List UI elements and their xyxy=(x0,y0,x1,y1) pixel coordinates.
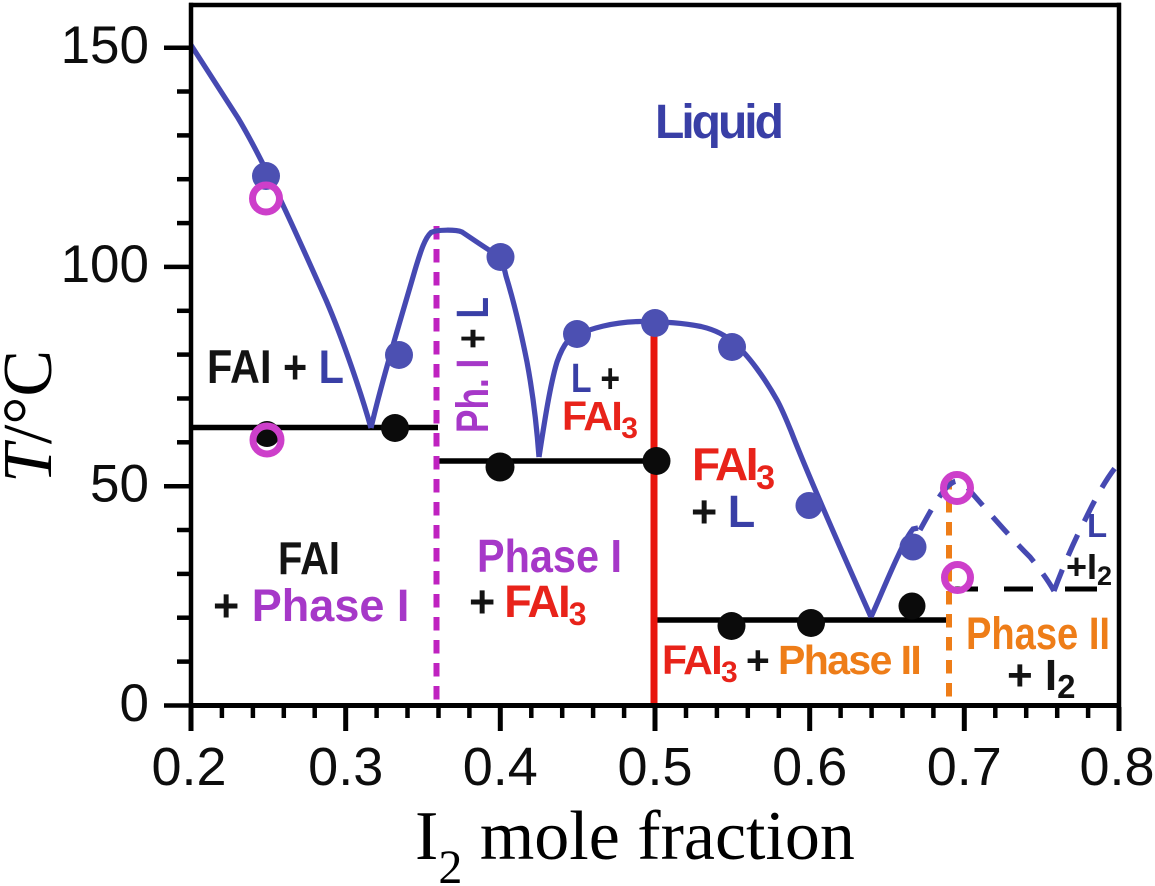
svg-text:0.5: 0.5 xyxy=(617,737,692,797)
svg-text:100: 100 xyxy=(61,235,149,294)
svg-text:0: 0 xyxy=(120,674,149,733)
svg-text:0.6: 0.6 xyxy=(772,737,847,797)
svg-text:0.7: 0.7 xyxy=(927,737,1002,797)
svg-text:150: 150 xyxy=(61,16,149,75)
svg-text:50: 50 xyxy=(90,455,149,514)
svg-text:0.4: 0.4 xyxy=(463,737,538,797)
svg-text:L: L xyxy=(1087,507,1107,544)
svg-text:Phase I: Phase I xyxy=(477,530,622,582)
svg-text:Phase II: Phase II xyxy=(966,608,1110,659)
svg-text:I2 mole fraction: I2 mole fraction xyxy=(415,798,855,886)
svg-text:T/°C: T/°C xyxy=(0,350,67,483)
svg-text:0.8: 0.8 xyxy=(1079,737,1154,797)
svg-text:Liquid: Liquid xyxy=(655,96,782,149)
svg-text:L +: L + xyxy=(571,355,620,401)
svg-text:FAI: FAI xyxy=(278,532,340,584)
svg-text:+ L: + L xyxy=(691,486,755,537)
svg-text:FAI3 + Phase II: FAI3 + Phase II xyxy=(662,637,920,689)
svg-text:+ FAI3: + FAI3 xyxy=(469,576,586,632)
svg-text:0.3: 0.3 xyxy=(308,737,383,797)
svg-text:0.2: 0.2 xyxy=(151,737,226,797)
svg-text:+ Phase I: + Phase I xyxy=(213,580,409,631)
svg-text:FAI + L: FAI + L xyxy=(207,340,344,393)
svg-text:Ph. I + L: Ph. I + L xyxy=(447,297,498,433)
